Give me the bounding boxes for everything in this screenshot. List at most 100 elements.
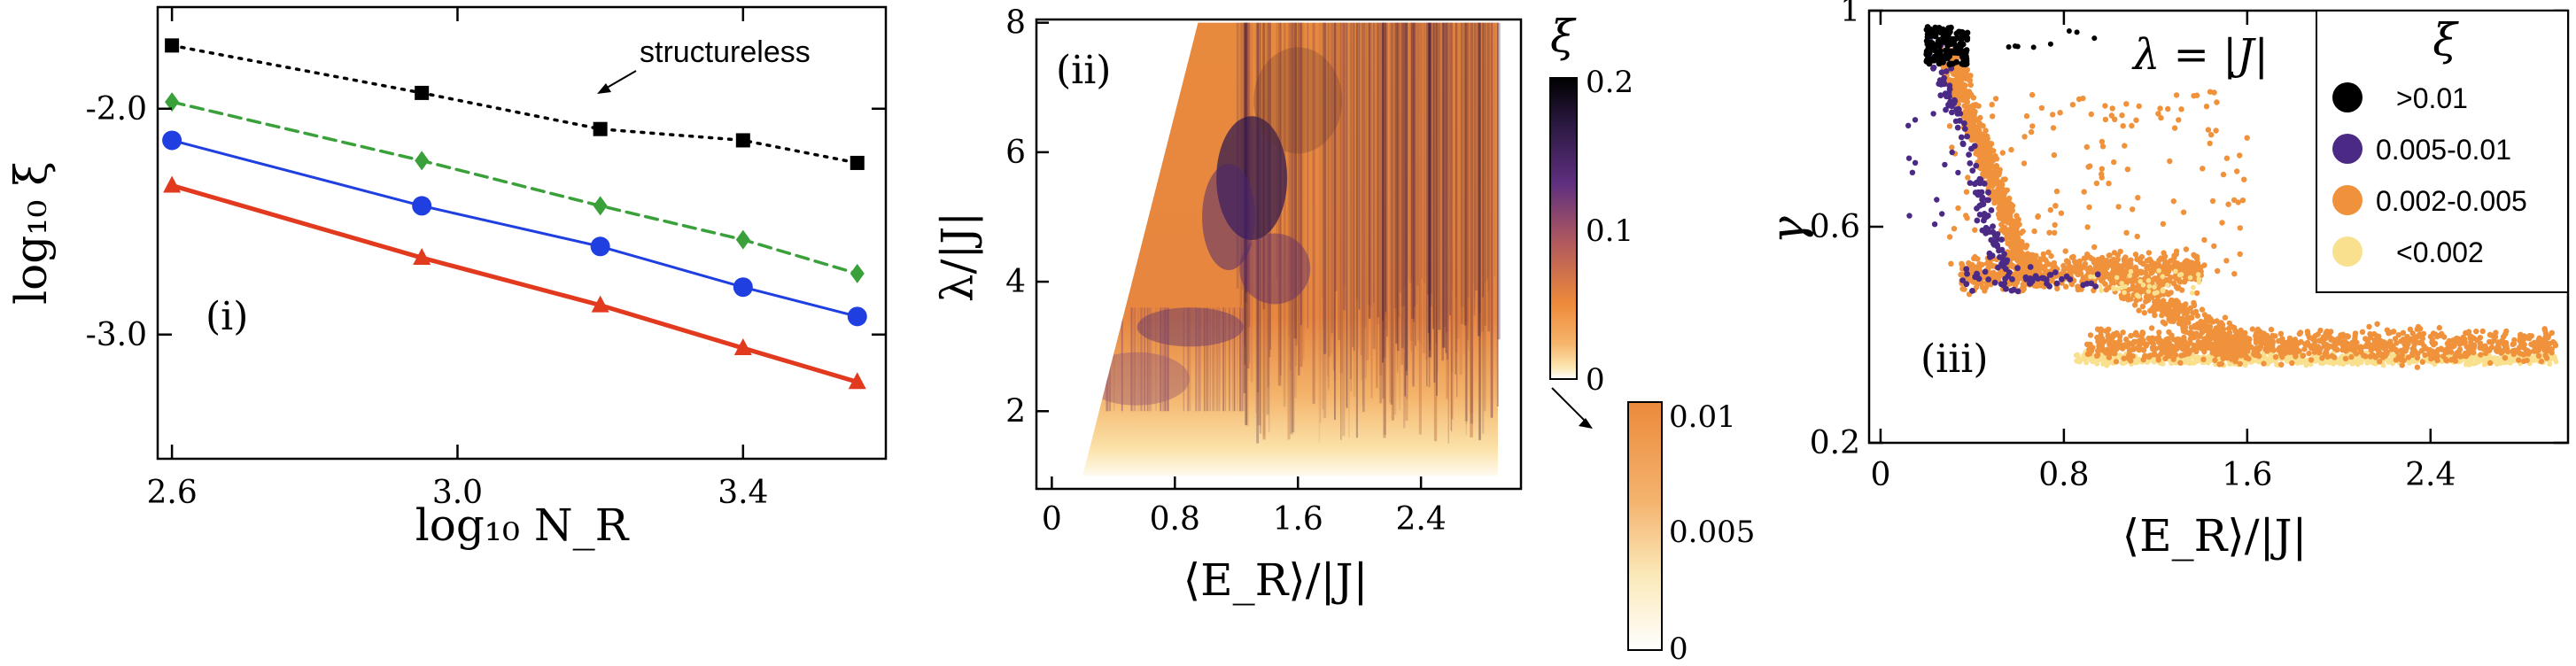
scatter-point (2078, 263, 2084, 269)
scatter-point (1984, 136, 1990, 142)
heatmap-stripe (1328, 22, 1330, 388)
heatmap-stripe (1347, 22, 1350, 438)
heatmap-stripe (1382, 22, 1384, 321)
panel-iii-title: λ = |J| (2131, 30, 2269, 80)
scatter-point (2205, 331, 2212, 338)
heatmap-stripe (1362, 22, 1365, 413)
heatmap-stripe (1465, 22, 1468, 424)
heatmap-stripe (1155, 307, 1157, 412)
heatmap-stripe (1446, 22, 1448, 360)
scatter-point (2020, 228, 2026, 235)
scatter-point (1983, 260, 1990, 267)
scatter-point (2214, 99, 2220, 105)
scatter-point (1975, 264, 1982, 270)
heatmap-stripe (1299, 22, 1301, 283)
scatter-point (2423, 345, 2430, 352)
heatmap-stripe (1373, 22, 1375, 304)
scatter-point (2358, 345, 2365, 351)
scatter-point (2463, 352, 2470, 360)
scatter-point (2062, 248, 2068, 254)
scatter-point (2074, 29, 2080, 35)
y-tick-label: 8 (1005, 5, 1026, 42)
scatter-point (2101, 354, 2107, 360)
scatter-point (2021, 160, 2028, 166)
scatter-point (2150, 267, 2156, 274)
scatter-point (2001, 251, 2008, 258)
heatmap-stripe (1448, 22, 1452, 316)
scatter-point (1969, 127, 1975, 134)
scatter-point (2053, 188, 2060, 195)
scatter-point (1953, 73, 1960, 80)
scatter-point (2536, 335, 2542, 341)
panel-i-xlabel: log₁₀ N_R (415, 500, 630, 551)
scatter-point (2080, 95, 2086, 102)
heatmap-stripe (1219, 307, 1221, 412)
scatter-point (2106, 354, 2113, 360)
heatmap-stripe (1130, 307, 1132, 412)
scatter-point (2110, 268, 2116, 275)
scatter-point (2543, 348, 2549, 354)
scatter-point (2262, 346, 2269, 352)
x-tick-label: 3.0 (432, 475, 483, 511)
heatmap-stripe (1187, 307, 1189, 412)
scatter-point (2046, 272, 2053, 278)
scatter-point (1992, 96, 1999, 102)
data-point-1-2 (593, 196, 608, 216)
scatter-point (2539, 342, 2545, 348)
scatter-point (1980, 136, 1986, 143)
heatmap-stripe (1377, 22, 1379, 318)
data-point-3-2 (591, 295, 609, 313)
heatmap-stripe (1323, 22, 1327, 354)
heatmap-stripe (1381, 22, 1384, 363)
scatter-point (1974, 284, 1980, 290)
scatter-point (2088, 346, 2094, 353)
scatter-point (2488, 332, 2495, 338)
panel-ii-frame (1035, 18, 1523, 491)
heatmap-stripe (1443, 22, 1446, 328)
scatter-point (2014, 247, 2021, 253)
scatter-point (2109, 105, 2115, 112)
scatter-point (2473, 356, 2479, 361)
scatter-point (2454, 350, 2460, 357)
scatter-point (2212, 357, 2218, 363)
scatter-point (1943, 106, 1949, 113)
heatmap-stripe (1121, 307, 1123, 412)
data-point-0-1 (415, 85, 430, 100)
scatter-point (1962, 50, 1968, 57)
scatter-point (2173, 92, 2180, 98)
scatter-point (2366, 323, 2372, 330)
scatter-point (2136, 293, 2142, 299)
heatmap-stripe (1294, 22, 1297, 399)
scatter-point (2467, 356, 2473, 362)
scatter-point (2030, 44, 2037, 50)
scatter-point (2236, 330, 2243, 337)
scatter-point (1986, 250, 1993, 257)
scatter-point (2345, 333, 2351, 340)
scatter-point (2390, 352, 2396, 359)
scatter-point (2117, 248, 2123, 255)
scatter-point (1972, 227, 1978, 233)
heatmap-stripe (1222, 307, 1224, 412)
data-point-0-2 (593, 121, 608, 136)
scatter-point (2160, 221, 2167, 227)
heatmap-stripe (1327, 22, 1329, 377)
heatmap-stripe (1463, 22, 1465, 307)
scatter-point (2138, 279, 2143, 284)
scatter-point (2200, 356, 2207, 362)
heatmap-stripe (1289, 22, 1292, 370)
heatmap-stripe (1372, 22, 1376, 350)
scatter-point (2190, 310, 2196, 316)
scatter-point (2113, 359, 2120, 365)
scatter-point (1931, 221, 1938, 228)
scatter-point (1990, 195, 1998, 202)
scatter-point (2244, 135, 2250, 141)
heatmap-stripe (1241, 307, 1244, 412)
scatter-point (2222, 314, 2229, 321)
scatter-point (2023, 112, 2030, 120)
scatter-point (2316, 349, 2322, 356)
heatmap-stripe (1397, 22, 1400, 318)
scatter-point (2430, 348, 2436, 354)
scatter-point (2208, 132, 2215, 138)
scatter-point (2176, 284, 2182, 290)
scatter-point (1974, 217, 1981, 224)
